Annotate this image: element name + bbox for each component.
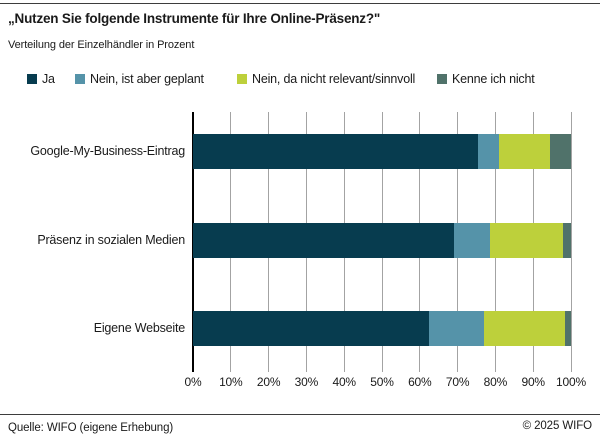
legend-item: Nein, ist aber geplant (75, 70, 204, 88)
legend-label: Kenne ich nicht (452, 72, 535, 86)
bar-row (193, 134, 571, 169)
category-label: Google-My-Business-Eintrag (30, 144, 185, 158)
x-tick-label: 80% (483, 375, 508, 389)
x-tick-label: 30% (294, 375, 319, 389)
bar-segment (550, 134, 571, 169)
footer-divider (0, 414, 600, 415)
category-label: Präsenz in sozialen Medien (37, 232, 185, 247)
copyright-note: © 2025 WIFO (522, 420, 592, 432)
legend-swatch-icon (437, 74, 447, 84)
bar-segment (563, 222, 571, 258)
legend-item: Nein, da nicht relevant/sinnvoll (237, 70, 415, 88)
bar-segment (193, 134, 479, 169)
x-tick-label: 90% (521, 375, 545, 389)
legend-swatch-icon (75, 74, 85, 84)
legend-item: Kenne ich nicht (437, 70, 535, 88)
chart-title: „Nutzen Sie folgende Instrumente für Ihr… (8, 11, 381, 26)
bar-segment (193, 222, 454, 258)
plot-area (192, 112, 572, 372)
legend-label: Nein, da nicht relevant/sinnvoll (252, 72, 416, 86)
bar-row (193, 311, 571, 346)
x-tick-label: 60% (408, 375, 432, 389)
bar-segment (193, 311, 430, 346)
bar-segment (499, 134, 551, 169)
bar-row (193, 222, 571, 258)
bar-segment (429, 311, 485, 346)
legend-item: Ja (27, 70, 55, 88)
source-note: Quelle: WIFO (eigene Erhebung) (8, 422, 174, 434)
legend-label: Ja (42, 72, 55, 86)
x-tick-label: 40% (332, 375, 356, 389)
legend-swatch-icon (237, 74, 247, 84)
bar-segment (478, 134, 500, 169)
legend-label: Nein, ist aber geplant (90, 72, 204, 86)
x-tick-label: 100% (556, 375, 586, 389)
x-tick-label: 10% (219, 375, 243, 389)
gridline (570, 112, 572, 372)
x-tick-label: 50% (370, 375, 394, 389)
bar-segment (453, 222, 490, 258)
category-label: Eigene Webseite (93, 321, 185, 335)
bar-segment (565, 311, 571, 346)
x-tick-label: 20% (256, 375, 281, 389)
x-tick-label: 70% (445, 375, 470, 389)
x-tick-label: 0% (184, 375, 202, 389)
legend: Ja Nein, ist aber geplant Nein, da nicht r… (0, 70, 600, 88)
chart-subtitle: Verteilung der Einzelhändler in Prozent (8, 39, 195, 51)
bar-segment (489, 222, 564, 258)
bar-segment (484, 311, 566, 346)
legend-swatch-icon (27, 74, 37, 84)
top-divider (0, 3, 600, 4)
